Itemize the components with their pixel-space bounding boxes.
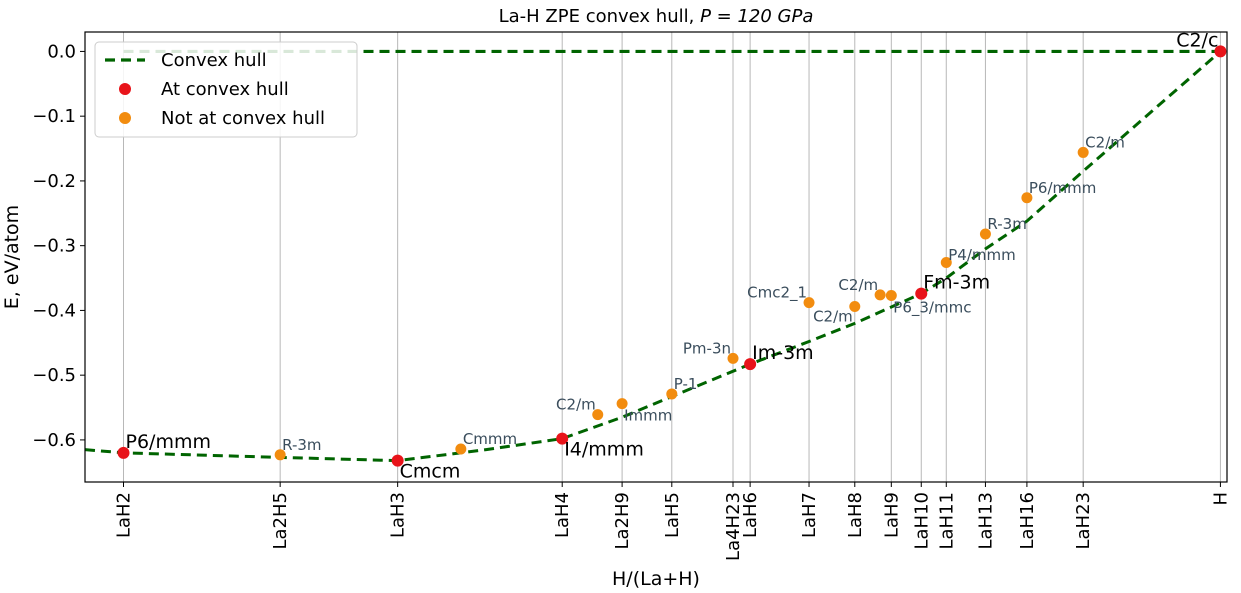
point-label-p-1: P-1 <box>674 375 698 393</box>
on-hull-point-cmcm <box>391 454 404 467</box>
off-hull-point-c2-m <box>874 289 886 301</box>
legend-swatch-at-convex-hull <box>119 83 131 95</box>
point-label-im-3m: Im-3m <box>752 342 814 364</box>
x-tick-label-lah4: LaH4 <box>552 492 573 538</box>
chart-title-math: P = 120 GPa <box>700 6 813 27</box>
x-tick-label-la4h23: La4H23 <box>723 492 744 561</box>
legend-label-at-convex-hull: At convex hull <box>161 79 289 100</box>
x-tick-label-lah9: LaH9 <box>881 492 902 538</box>
x-tick-label-lah13: LaH13 <box>975 492 996 550</box>
x-tick-label-lah3: LaH3 <box>388 492 409 538</box>
legend-label-not-at-convex-hull: Not at convex hull <box>161 108 325 129</box>
plot-frame <box>84 31 1228 483</box>
point-label-p6-mmm: P6/mmm <box>1029 179 1096 197</box>
off-hull-point-c2-m <box>849 301 861 313</box>
x-tick-label-la2h9: La2H9 <box>612 492 633 550</box>
x-tick-label-lah6: LaH6 <box>740 492 761 538</box>
x-tick-label-lah2: LaH2 <box>114 492 135 538</box>
legend-box <box>94 41 358 138</box>
point-label-r-3m: R-3m <box>282 436 321 454</box>
y-tick-label-1: −0.1 <box>32 106 76 127</box>
x-tick-label-lah16: LaH16 <box>1017 492 1038 550</box>
points-layer <box>117 45 1227 467</box>
y-tick-label-5: −0.5 <box>32 365 76 386</box>
x-tick-label-lah10: LaH10 <box>911 492 932 550</box>
y-tick-label-6: −0.6 <box>32 430 76 451</box>
x-tick-label-la2h5: La2H5 <box>270 492 291 550</box>
point-label-c2-m: C2/m <box>838 276 878 294</box>
off-hull-point-p4-mmm <box>940 257 952 269</box>
y-tick-label-4: −0.4 <box>32 300 76 321</box>
on-hull-point-im-3m <box>744 358 757 371</box>
off-hull-point-cmmm <box>455 443 467 455</box>
y-tick-label-3: −0.3 <box>32 236 76 257</box>
on-hull-point-p6-mmm <box>117 446 130 459</box>
off-hull-point-r-3m <box>979 228 991 240</box>
on-hull-point-i4-mmm <box>556 432 569 445</box>
off-hull-point-c2-m <box>1077 146 1089 158</box>
point-label-cmcm: Cmcm <box>400 461 461 483</box>
off-hull-point-p6-3-mmc <box>885 290 897 302</box>
off-hull-point-r-3m <box>274 449 286 461</box>
point-label-cmc2-1: Cmc2_1 <box>747 284 807 303</box>
x-tick-label-lah23: LaH23 <box>1073 492 1094 550</box>
chart-title-text: La-H ZPE convex hull, <box>499 6 700 27</box>
point-label-c2-m: C2/m <box>1085 133 1125 151</box>
point-label-immm: Immm <box>624 407 672 425</box>
x-tick-label-lah11: LaH11 <box>936 492 957 550</box>
off-hull-point-immm <box>616 398 628 410</box>
legend-label-convex-hull: Convex hull <box>161 50 267 71</box>
point-label-p4-mmm: P4/mmm <box>948 246 1015 264</box>
off-hull-point-c2-m <box>592 409 604 421</box>
grid-layer <box>123 32 1221 482</box>
point-label-fm-3m: Fm-3m <box>923 272 990 294</box>
chart-title: La-H ZPE convex hull, P = 120 GPa <box>499 6 814 27</box>
x-tick-label-h: H <box>1210 492 1231 506</box>
x-tick-label-lah7: LaH7 <box>799 492 820 538</box>
off-hull-point-p-1 <box>666 388 678 400</box>
y-tick-label-0: 0.0 <box>47 41 76 62</box>
on-hull-point-c2-c <box>1214 45 1227 58</box>
x-tick-label-lah8: LaH8 <box>845 492 866 538</box>
x-tick-label-lah5: LaH5 <box>662 492 683 538</box>
y-tick-label-2: −0.2 <box>32 171 76 192</box>
legend-swatch-not-at-convex-hull <box>119 112 131 124</box>
point-label-cmmm: Cmmm <box>463 430 517 448</box>
point-label-c2-m: C2/m <box>556 396 596 414</box>
off-hull-point-p6-mmm <box>1021 192 1033 204</box>
on-hull-point-fm-3m <box>915 287 928 300</box>
off-hull-point-cmc2-1 <box>803 297 815 309</box>
point-label-r-3m: R-3m <box>987 215 1026 233</box>
y-axis-label: E, eV/atom <box>1 205 23 309</box>
point-label-c2-m: C2/m <box>813 308 853 326</box>
x-axis-label: H/(La+H) <box>612 568 700 590</box>
off-hull-point-pm-3n <box>727 352 739 364</box>
point-label-pm-3n: Pm-3n <box>683 339 731 357</box>
point-label-p6-3-mmc: P6_3/mmc <box>893 299 971 318</box>
point-label-i4-mmm: I4/mmm <box>564 439 644 461</box>
point-label-c2-c: C2/c <box>1176 29 1218 51</box>
legend: Convex hull At convex hull Not at convex h… <box>94 41 358 138</box>
point-label-p6-mmm: P6/mmm <box>126 431 211 453</box>
